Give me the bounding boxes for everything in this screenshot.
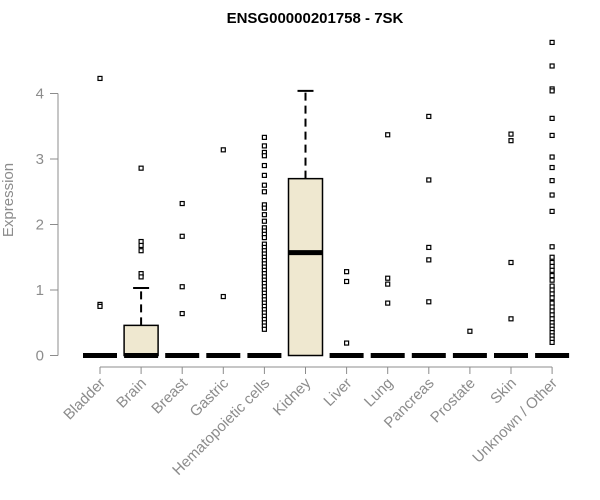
x-tick-label: Skin — [487, 375, 520, 408]
outlier-point — [138, 242, 144, 249]
outlier-point — [179, 284, 185, 290]
outlier-point — [261, 162, 267, 169]
box-group — [411, 113, 446, 358]
outlier-point — [179, 200, 185, 207]
outlier-point — [138, 274, 144, 280]
outlier-point — [261, 326, 267, 332]
x-tick-label: Liver — [320, 375, 355, 410]
outlier-point — [261, 153, 267, 159]
outlier-point — [549, 272, 555, 279]
outlier-point — [549, 164, 555, 171]
outlier-point — [549, 208, 555, 214]
outlier-point — [549, 295, 555, 301]
iqr-box — [123, 324, 159, 357]
outlier-point — [261, 205, 267, 211]
iqr-box — [287, 177, 324, 357]
x-tick-label: Prostate — [427, 375, 479, 427]
outlier-point — [549, 244, 555, 250]
outlier-point — [179, 233, 185, 239]
outlier-point — [467, 328, 473, 334]
x-tick-label: Brain — [113, 375, 150, 412]
outlier-point — [549, 154, 555, 160]
outlier-point — [385, 275, 391, 281]
outlier-point — [549, 132, 555, 139]
outlier-point — [549, 277, 555, 283]
outlier-point — [261, 189, 267, 195]
box-group — [494, 131, 528, 358]
box-group — [287, 89, 324, 357]
box-group — [206, 147, 241, 358]
outlier-point — [426, 257, 432, 263]
outlier-point — [385, 300, 391, 306]
outlier-point — [549, 88, 555, 94]
x-tick-label: Bladder — [60, 375, 109, 424]
box-group — [165, 200, 200, 358]
outlier-point — [138, 248, 144, 254]
y-tick-label: 1 — [36, 282, 44, 299]
x-tick-label: Breast — [148, 374, 191, 417]
outlier-point — [261, 218, 267, 224]
box-group — [83, 75, 117, 358]
outlier-point — [261, 212, 267, 218]
outlier-point — [549, 115, 555, 121]
outlier-point — [426, 177, 432, 183]
outlier-point — [97, 75, 103, 82]
outlier-point — [344, 278, 350, 285]
y-tick-label: 2 — [36, 217, 44, 234]
outlier-point — [261, 143, 267, 149]
outlier-point — [97, 303, 103, 309]
outlier-point — [508, 131, 514, 137]
outlier-point — [549, 254, 555, 260]
outlier-point — [261, 182, 267, 188]
box-group — [370, 132, 405, 358]
chart-title: ENSG00000201758 - 7SK — [227, 10, 404, 27]
x-tick-label: Lung — [361, 375, 397, 411]
outlier-point — [426, 113, 432, 120]
outlier-point — [344, 269, 350, 275]
outlier-point — [426, 244, 432, 251]
x-tick-label: Kidney — [270, 374, 315, 419]
outlier-point — [385, 281, 391, 287]
outlier-point — [385, 132, 391, 138]
y-tick-label: 4 — [36, 86, 44, 103]
outlier-point — [508, 259, 514, 266]
y-axis-label: Expression — [0, 163, 17, 237]
outlier-point — [549, 178, 555, 184]
outlier-point — [549, 339, 555, 345]
box-group — [329, 269, 364, 358]
outlier-point — [549, 63, 555, 69]
outlier-point — [261, 235, 267, 241]
outlier-point — [508, 138, 514, 144]
y-axis: 0 1 2 3 4 — [36, 86, 59, 365]
outlier-point — [508, 316, 514, 322]
outlier-point — [261, 134, 267, 140]
outlier-point — [426, 299, 432, 305]
outlier-point — [261, 172, 267, 178]
outlier-point — [138, 165, 144, 171]
outlier-point — [549, 267, 555, 273]
plot-area — [83, 39, 570, 358]
box-group — [452, 328, 487, 358]
outlier-point — [220, 147, 226, 153]
outlier-point — [549, 192, 555, 198]
outlier-point — [220, 293, 226, 300]
y-tick-label: 0 — [36, 348, 44, 365]
box-group — [247, 134, 282, 358]
box-group — [535, 39, 570, 358]
y-tick-label: 3 — [36, 151, 44, 168]
outlier-point — [344, 340, 350, 346]
outlier-point — [179, 310, 185, 317]
box-group — [123, 165, 159, 358]
outlier-point — [549, 39, 555, 46]
